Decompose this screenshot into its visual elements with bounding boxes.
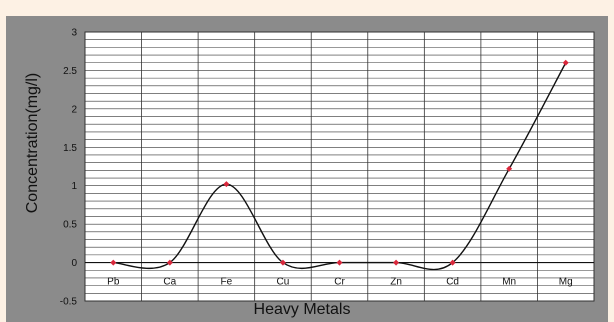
x-tick-label: Fe: [221, 277, 233, 288]
chart-frame: -0.5 0 0.5 1 1.5 2 2.5 3 Pb Ca Fe Cu Cr Zn Cd Mn Mg Con…: [6, 16, 608, 322]
x-tick-label: Mn: [502, 277, 516, 288]
data-point: [393, 259, 400, 266]
data-point: [562, 59, 569, 66]
y-axis-title: Concentration(mg/l): [24, 73, 41, 214]
x-axis-title: Heavy Metals: [254, 301, 351, 318]
y-tick-label: 2.5: [63, 66, 77, 77]
data-point: [166, 259, 173, 266]
data-point: [336, 259, 343, 266]
y-tick-label: 0.5: [63, 220, 77, 231]
data-point: [506, 165, 513, 172]
y-tick-label: 0: [71, 258, 77, 269]
x-tick-label: Mg: [559, 277, 573, 288]
data-point: [279, 259, 286, 266]
x-tick-label: Ca: [163, 277, 176, 288]
data-point: [110, 259, 117, 266]
y-tick-labels: -0.5 0 0.5 1 1.5 2 2.5 3: [60, 28, 78, 308]
y-tick-label: 1: [71, 181, 77, 192]
y-tick-label: 2: [71, 104, 77, 115]
data-point: [223, 181, 230, 188]
x-tick-label: Zn: [390, 277, 402, 288]
y-tick-label: 3: [71, 28, 77, 39]
y-tick-label: 1.5: [63, 143, 77, 154]
x-tick-label: Cr: [334, 277, 345, 288]
x-tick-labels: Pb Ca Fe Cu Cr Zn Cd Mn Mg: [107, 277, 573, 288]
y-tick-label: -0.5: [60, 297, 78, 308]
line-chart: -0.5 0 0.5 1 1.5 2 2.5 3 Pb Ca Fe Cu Cr Zn Cd Mn Mg Con…: [24, 28, 595, 318]
x-tick-label: Pb: [107, 277, 120, 288]
x-tick-label: Cu: [277, 277, 290, 288]
data-point: [449, 259, 456, 266]
x-tick-label: Cd: [446, 277, 459, 288]
data-markers: [110, 59, 569, 266]
